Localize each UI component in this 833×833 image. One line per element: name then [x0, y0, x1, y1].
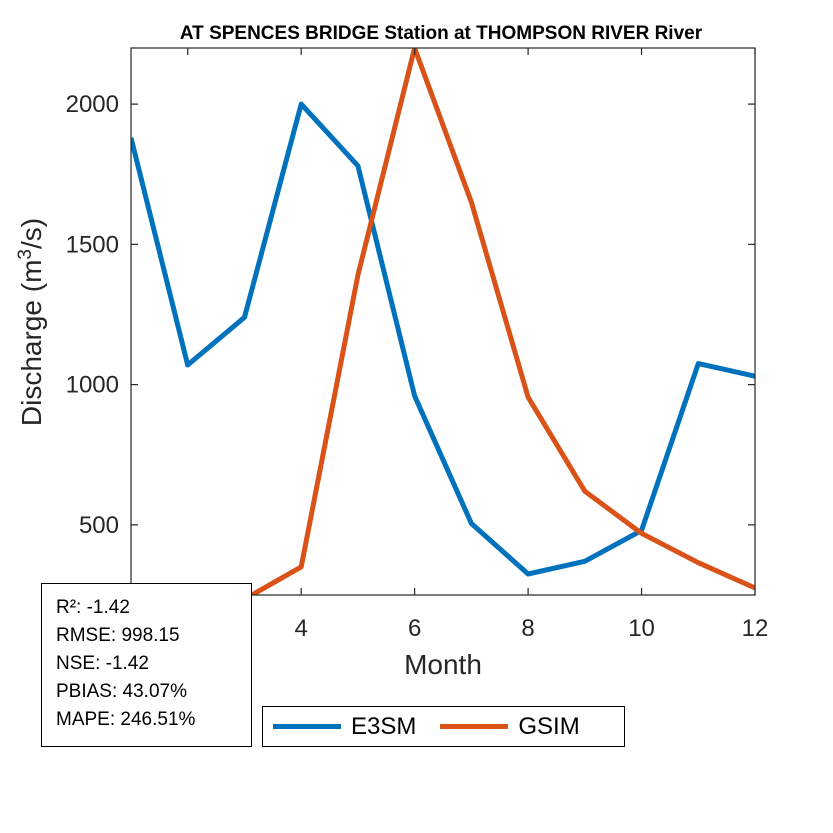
stat-mape: MAPE: 246.51% [56, 709, 196, 730]
stat-r2: R²: -1.42 [56, 597, 130, 618]
y-tick-label: 1500 [66, 231, 119, 258]
stats-box: R²: -1.42 RMSE: 998.15 NSE: -1.42 PBIAS:… [41, 583, 252, 747]
legend-item-e3sm: E3SM [263, 713, 416, 741]
x-tick-label: 4 [295, 615, 308, 642]
x-tick-label: 12 [742, 615, 769, 642]
x-tick-label: 6 [408, 615, 421, 642]
y-tick-label: 1000 [66, 372, 119, 399]
legend-swatch-gsim [440, 724, 509, 729]
series-line-e3sm [131, 101, 755, 577]
legend-label-e3sm: E3SM [351, 712, 417, 740]
series-line-gsim [246, 48, 755, 595]
chart-legend: E3SM GSIM [262, 706, 625, 747]
stat-nse: NSE: -1.42 [56, 653, 149, 674]
plot-area-frame [130, 47, 756, 596]
legend-label-gsim: GSIM [518, 712, 580, 740]
chart-title: AT SPENCES BRIDGE Station at THOMPSON RI… [180, 23, 703, 44]
y-axis-label-suffix: /s) [16, 218, 47, 249]
y-tick-label: 2000 [66, 91, 119, 118]
y-axis-label: Discharge (m3/s) [15, 218, 48, 426]
x-axis-label: Month [404, 649, 482, 680]
stat-pbias: PBIAS: 43.07% [56, 681, 187, 702]
legend-item-gsim: GSIM [430, 712, 580, 741]
x-tick-label: 10 [628, 615, 655, 642]
stat-rmse: RMSE: 998.15 [56, 625, 180, 646]
x-tick-label: 8 [521, 615, 534, 642]
y-axis-label-prefix: Discharge (m [16, 260, 47, 426]
y-axis-label-superscript: 3 [15, 249, 36, 260]
legend-swatch-e3sm [273, 724, 341, 729]
y-tick-label: 500 [79, 512, 119, 539]
